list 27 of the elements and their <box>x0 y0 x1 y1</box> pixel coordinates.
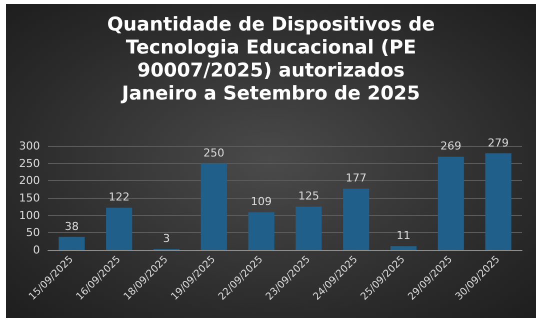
bar <box>390 246 417 250</box>
y-tick-label: 200 <box>19 174 40 188</box>
bar <box>200 163 227 250</box>
data-label: 250 <box>203 146 224 160</box>
data-label: 11 <box>396 229 410 242</box>
data-label: 269 <box>440 140 462 153</box>
data-label: 38 <box>64 220 79 233</box>
bar <box>485 153 512 250</box>
y-tick-label: 0 <box>33 244 40 256</box>
y-tick-label: 250 <box>19 156 40 170</box>
data-label: 279 <box>488 136 509 150</box>
bar <box>106 208 132 250</box>
y-tick-label: 300 <box>19 140 40 152</box>
data-label: 109 <box>250 195 272 208</box>
bar <box>343 188 370 250</box>
chart-title: Quantidade de Dispositivos de Tecnologia Educacional (PE 90007/2025) autorizados Janeiro a Setembro de 2025 <box>107 14 435 104</box>
data-label: 122 <box>108 190 130 204</box>
data-label: 177 <box>346 172 367 185</box>
bar <box>248 212 274 250</box>
bar <box>58 236 85 250</box>
data-label: 125 <box>298 190 320 203</box>
y-tick-label: 50 <box>26 226 40 240</box>
data-label: 3 <box>163 232 170 245</box>
bar <box>296 206 322 250</box>
y-tick-label: 100 <box>19 208 40 222</box>
bar <box>438 156 464 250</box>
y-tick-label: 150 <box>19 192 40 204</box>
